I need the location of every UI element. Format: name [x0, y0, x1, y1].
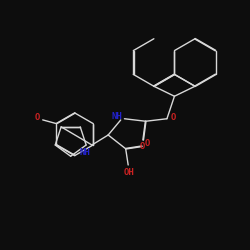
Text: NH: NH [80, 148, 90, 157]
Text: OH: OH [124, 168, 135, 177]
Text: O: O [144, 139, 150, 148]
Text: O: O [170, 113, 176, 122]
Text: NH: NH [112, 112, 122, 121]
Text: O: O [139, 142, 144, 151]
Text: O: O [35, 113, 40, 122]
